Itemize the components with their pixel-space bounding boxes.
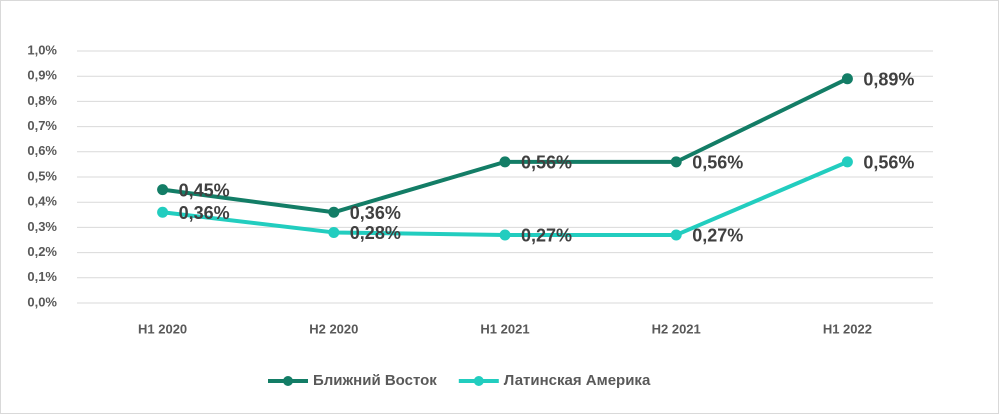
legend-marker <box>283 376 293 386</box>
data-point <box>328 226 340 238</box>
y-tick-label: 0,5% <box>27 168 57 183</box>
data-label: 0,36% <box>350 203 401 223</box>
data-label: 0,89% <box>863 69 914 89</box>
data-point <box>499 229 511 241</box>
legend-label: Ближний Восток <box>313 372 437 389</box>
data-point <box>670 156 682 168</box>
data-label: 0,36% <box>179 203 230 223</box>
data-label: 0,27% <box>521 226 572 246</box>
x-tick-label: H1 2020 <box>138 321 187 336</box>
y-tick-label: 0,6% <box>27 143 57 158</box>
data-label: 0,56% <box>692 153 743 173</box>
data-point <box>328 206 340 218</box>
y-tick-label: 0,9% <box>27 68 57 83</box>
x-tick-label: H2 2020 <box>309 321 358 336</box>
data-point <box>841 73 853 85</box>
data-point <box>499 156 511 168</box>
data-point <box>841 156 853 168</box>
y-tick-label: 0,7% <box>27 118 57 133</box>
data-point <box>157 184 169 196</box>
y-tick-label: 0,8% <box>27 93 57 108</box>
x-tick-label: H1 2022 <box>823 321 872 336</box>
data-label: 0,56% <box>863 153 914 173</box>
y-tick-label: 1,0% <box>27 42 57 57</box>
data-label: 0,45% <box>179 180 230 200</box>
data-label: 0,27% <box>692 226 743 246</box>
data-point <box>157 206 169 218</box>
legend-label: Латинская Америка <box>504 372 651 389</box>
data-label: 0,28% <box>350 223 401 243</box>
x-tick-label: H2 2021 <box>652 321 701 336</box>
y-tick-label: 0,2% <box>27 244 57 259</box>
y-tick-label: 0,4% <box>27 194 57 209</box>
data-point <box>670 229 682 241</box>
y-tick-label: 0,0% <box>27 294 57 309</box>
legend-marker <box>473 376 484 386</box>
y-tick-label: 0,3% <box>27 219 57 234</box>
y-tick-label: 0,1% <box>27 269 57 284</box>
x-tick-label: H1 2021 <box>480 321 529 336</box>
data-label: 0,56% <box>521 153 572 173</box>
